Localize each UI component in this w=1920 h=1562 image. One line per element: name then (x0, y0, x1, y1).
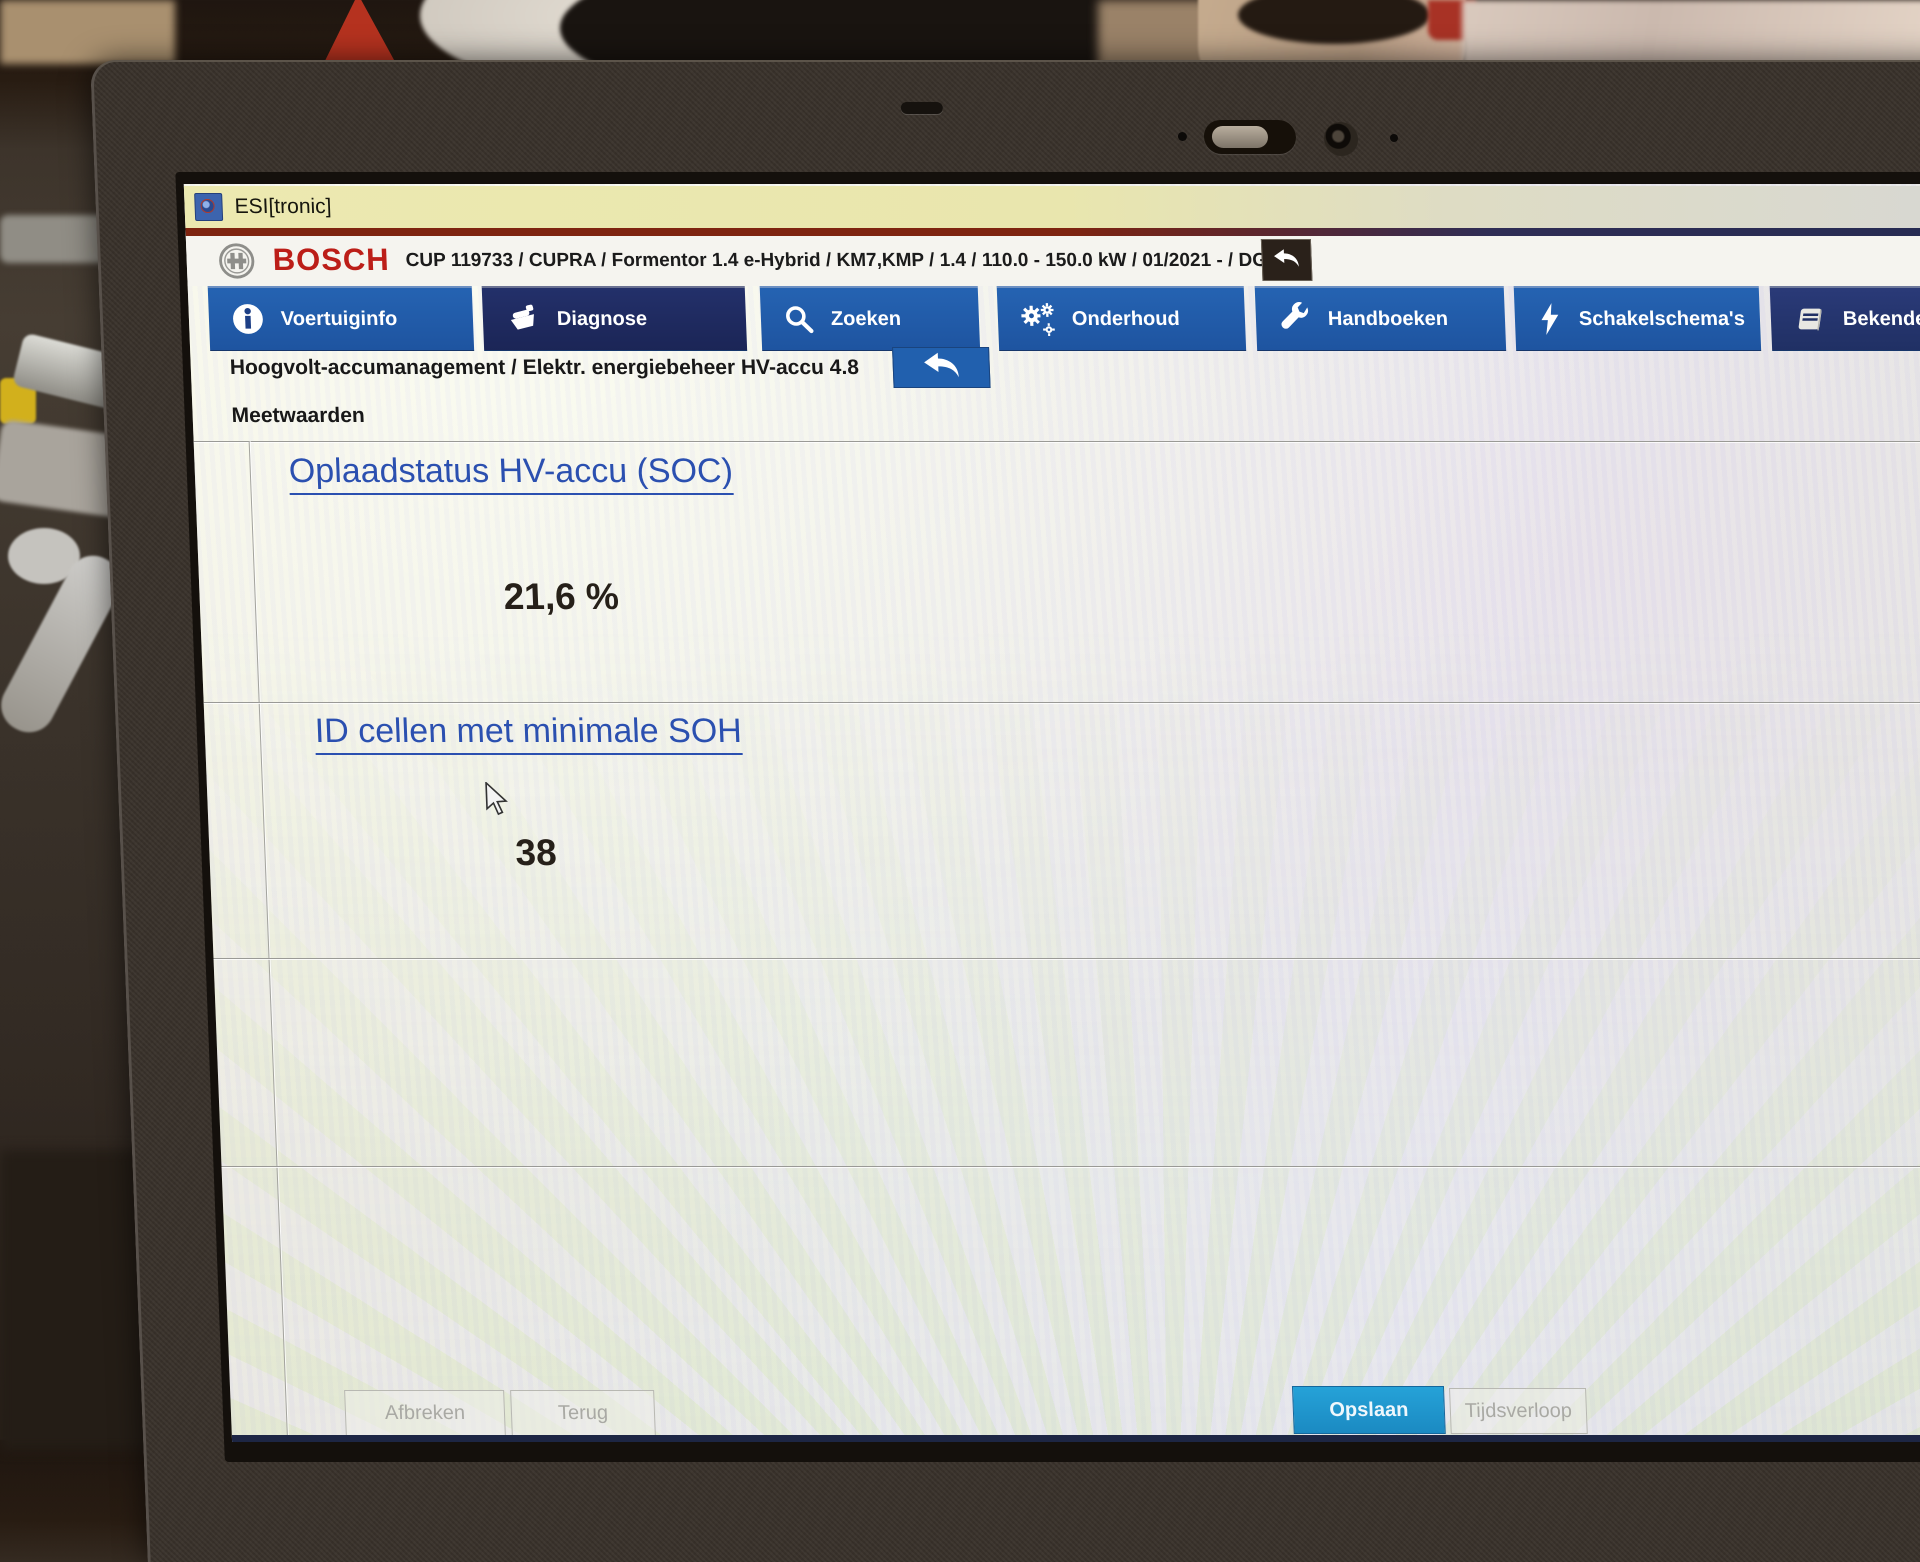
opslaan-button[interactable]: Opslaan (1291, 1386, 1446, 1434)
button-label: Opslaan (1328, 1398, 1409, 1421)
esitronic-app-icon (194, 193, 224, 221)
bosch-wordmark: BOSCH (271, 242, 391, 277)
laptop-screen: ESI[tronic] BOSCH CU (175, 172, 1920, 1462)
privacy-slider-knob (1211, 126, 1269, 148)
divider (203, 702, 1920, 703)
info-icon (230, 302, 265, 336)
tab-voertuiginfo[interactable]: Voertuiginfo (207, 286, 475, 351)
measurement-value-soh: 38 (514, 832, 558, 873)
measurement-value-soc: 21,6 % (502, 576, 620, 617)
webcam-icon (1323, 122, 1359, 156)
mouse-cursor (483, 780, 510, 821)
button-label: Terug (557, 1401, 609, 1424)
app-header: BOSCH CUP 119733 / CUPRA / Formentor 1.4… (185, 236, 1920, 286)
tab-label: Schakelschema's (1578, 307, 1746, 330)
panel-left-border (248, 441, 288, 1436)
breadcrumb: Hoogvolt-accumanagement / Elektr. energi… (229, 356, 860, 379)
vehicle-info-text: CUP 119733 / CUPRA / Formentor 1.4 e-Hyb… (405, 250, 1294, 271)
tab-label: Bekende f (1842, 307, 1920, 330)
terug-button[interactable]: Terug (510, 1390, 656, 1436)
measurement-link-soh[interactable]: ID cellen met minimale SOH (314, 712, 743, 755)
back-arrow-icon (1271, 247, 1302, 274)
main-tab-bar: Voertuiginfo Diagnose Zoeken (188, 286, 1920, 351)
tab-bekende-fouten[interactable]: Bekende f (1769, 286, 1920, 351)
tijdsverloop-button[interactable]: Tijdsverloop (1449, 1388, 1588, 1434)
window-title: ESI[tronic] (234, 195, 332, 218)
tab-label: Zoeken (830, 307, 902, 330)
measurement-link-soc[interactable]: Oplaadstatus HV-accu (SOC) (288, 452, 734, 495)
page-title: Meetwaarden (231, 404, 366, 427)
tab-handboeken[interactable]: Handboeken (1254, 286, 1507, 351)
tab-label: Handboeken (1327, 307, 1449, 330)
header-back-button[interactable] (1260, 239, 1313, 281)
divider (221, 1166, 1920, 1167)
gears-icon (1019, 302, 1056, 336)
button-label: Afbreken (384, 1401, 466, 1424)
window-title-bar: ESI[tronic] (183, 186, 1920, 229)
divider (213, 958, 1920, 959)
search-icon (782, 303, 815, 335)
webcam-mic-dot (1389, 134, 1399, 142)
tab-onderhoud[interactable]: Onderhoud (996, 286, 1247, 351)
tab-diagnose[interactable]: Diagnose (481, 286, 748, 351)
window-accent-band (185, 228, 1920, 236)
tab-label: Onderhoud (1071, 307, 1181, 330)
tab-label: Voertuiginfo (280, 307, 398, 330)
afbreken-button[interactable]: Afbreken (344, 1390, 506, 1436)
lightning-icon (1536, 302, 1563, 336)
breadcrumb-back-button[interactable] (892, 347, 991, 388)
back-arrow-icon (920, 350, 963, 385)
divider (193, 441, 1920, 442)
diagnose-plug-icon (504, 304, 541, 334)
webcam-led-dot (1177, 132, 1188, 141)
tab-schakelschemas[interactable]: Schakelschema's (1513, 286, 1762, 351)
tab-zoeken[interactable]: Zoeken (759, 286, 981, 351)
book-icon (1792, 303, 1827, 335)
wrench-icon (1277, 302, 1312, 336)
background-wall-patch (0, 0, 175, 64)
webcam-privacy-slider[interactable] (1203, 120, 1297, 154)
bosch-armature-logo (217, 242, 257, 285)
window-bottom-edge (231, 1435, 1920, 1442)
button-label: Tijdsverloop (1464, 1399, 1573, 1422)
esitronic-window: ESI[tronic] BOSCH CU (183, 184, 1920, 1442)
microphone-slot (900, 102, 944, 114)
laptop: ESI[tronic] BOSCH CU (90, 60, 1920, 1562)
tab-label: Diagnose (556, 307, 648, 330)
